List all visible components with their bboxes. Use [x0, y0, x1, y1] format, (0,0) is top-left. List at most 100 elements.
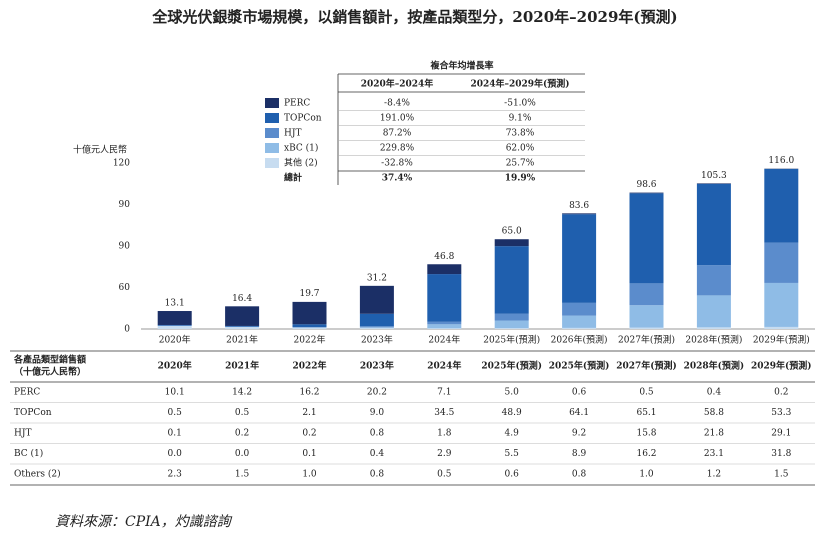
total-label: 13.1 [165, 298, 185, 308]
bar-segment [427, 328, 462, 329]
total-label: 46.8 [434, 252, 454, 262]
bar-segment [562, 315, 597, 328]
table-cell: 0.8 [572, 470, 587, 480]
bar-segment [427, 321, 462, 325]
table-row-label: HJT [14, 429, 31, 439]
bar-segment [292, 301, 327, 325]
table-cell: 4.9 [505, 429, 520, 439]
bar-segment [562, 302, 597, 316]
bar-segment [494, 328, 529, 329]
table-cell: 16.2 [636, 449, 656, 459]
table-cell: 0.5 [168, 408, 183, 418]
legend-label: PERC [284, 99, 310, 109]
bar-segment [696, 265, 731, 296]
bar-segment [696, 327, 731, 329]
table-cell: 0.5 [639, 388, 654, 398]
table-column-header: 2025年(預測) [481, 360, 542, 372]
x-tick-label: 2023年 [361, 334, 393, 346]
legend-label: xBC (1) [284, 143, 318, 154]
table-cell: 5.0 [505, 388, 520, 398]
table-cell: 0.6 [572, 388, 587, 398]
table-row-label: BC (1) [14, 448, 43, 459]
table-cell: 5.5 [505, 449, 520, 459]
table-cell: 1.8 [437, 429, 452, 439]
table-column-header: 2023年 [360, 360, 394, 372]
table-cell: 53.3 [771, 408, 791, 418]
bar-segment [494, 239, 529, 247]
table-cell: 1.0 [302, 470, 317, 480]
legend-swatch [265, 158, 279, 168]
cagr-value: 62.0% [506, 144, 535, 154]
total-label: 65.0 [502, 227, 522, 237]
cagr-total-label: 總計 [284, 172, 302, 184]
table-cell: 0.1 [302, 449, 316, 459]
bar-segment [225, 326, 260, 329]
bar-segment [157, 324, 192, 326]
cagr-value: 25.7% [506, 159, 535, 169]
cagr-value: 9.1% [509, 114, 532, 124]
cagr-value: 229.8% [380, 144, 415, 154]
bar-segment [157, 311, 192, 325]
cagr-column-header: 2024年–2029年(預測) [470, 78, 569, 90]
x-tick-label: 2029年(預測) [753, 334, 810, 346]
table-cell: 1.5 [774, 470, 789, 480]
table-cell: 16.2 [299, 388, 319, 398]
legend-swatch [265, 143, 279, 153]
table-column-header: 2027年(預測) [616, 360, 677, 372]
legend-swatch [265, 98, 279, 108]
table-cell: 14.2 [232, 388, 252, 398]
bar-segment [629, 193, 664, 284]
table-cell: 7.1 [437, 388, 451, 398]
bar-segment [494, 313, 529, 321]
legend-label: HJT [284, 129, 301, 139]
table-cell: 0.8 [370, 429, 385, 439]
bar-segment [225, 325, 260, 327]
table-cell: 0.5 [437, 470, 452, 480]
bar-segment [427, 324, 462, 329]
table-cell: 0.0 [168, 449, 183, 459]
bar-segment [157, 325, 192, 329]
table-column-header: 2028年(預測) [684, 360, 745, 372]
bar-segment [562, 327, 597, 329]
bar-segment [359, 285, 394, 314]
table-cell: 0.6 [505, 470, 520, 480]
table-column-header: 2021年 [225, 360, 259, 372]
table-cell: 0.8 [370, 470, 385, 480]
legend-swatch [265, 113, 279, 123]
y-tick-label: 0 [124, 325, 130, 335]
table-cell: 10.1 [165, 388, 185, 398]
bar-segment [292, 327, 327, 329]
table-column-header: 2025年(預測) [549, 360, 610, 372]
bar-segment [696, 183, 731, 266]
table-column-header: 2029年(預測) [751, 360, 812, 372]
y-tick-label: 60 [119, 283, 131, 293]
table-cell: 0.4 [370, 449, 385, 459]
bar-segment [427, 264, 462, 275]
table-cell: 48.9 [502, 408, 522, 418]
bar-segment [629, 192, 664, 194]
bar-segment [359, 327, 394, 329]
cagr-column-header: 2020年–2024年 [361, 78, 434, 90]
legend-label: TOPCon [284, 114, 322, 124]
table-cell: 9.2 [572, 429, 586, 439]
y-tick-label: 90 [119, 242, 131, 252]
bar-segment [764, 242, 799, 283]
total-label: 105.3 [701, 171, 727, 181]
bar-segment [629, 283, 664, 306]
bar-segment [359, 326, 394, 328]
bar-segment [696, 295, 731, 328]
table-cell: 0.0 [235, 449, 250, 459]
total-label: 83.6 [569, 201, 589, 211]
legend-swatch [265, 128, 279, 138]
bar-segment [562, 213, 597, 215]
table-cell: 31.8 [771, 449, 791, 459]
table-cell: 34.5 [434, 408, 454, 418]
total-label: 19.7 [299, 289, 319, 299]
total-label: 116.0 [768, 156, 794, 166]
bar-segment [696, 183, 731, 184]
cagr-total: 19.9% [505, 174, 536, 184]
cagr-value: 87.2% [383, 129, 412, 139]
total-label: 16.4 [232, 294, 252, 304]
y-tick-label: 120 [113, 159, 130, 169]
